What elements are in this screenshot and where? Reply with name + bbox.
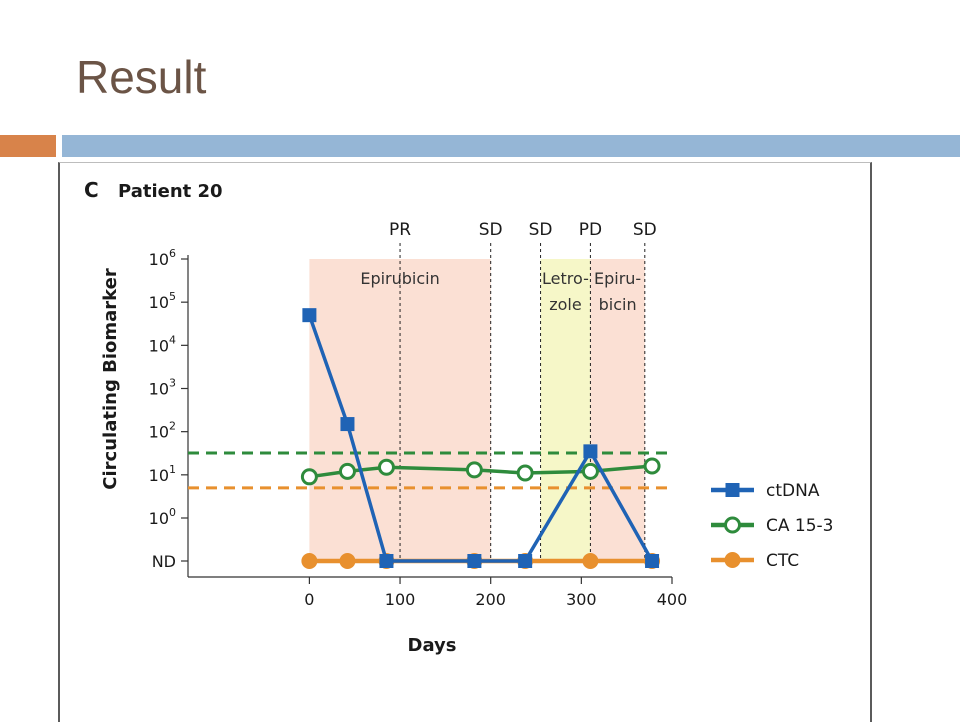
treatment-periods: Epirubicin Letro-zole Epiru-bicin <box>309 259 645 561</box>
y-tick-label: 105 <box>149 290 176 312</box>
y-tick-label: 103 <box>149 377 176 399</box>
ctdna-point <box>379 554 394 568</box>
x-tick-label: 200 <box>475 590 506 609</box>
ctdna-point <box>340 417 355 432</box>
accent-bar-blue <box>62 135 960 157</box>
figure-panel: Epirubicin Letro-zole Epiru-bicin PR SD SD PD… <box>58 162 872 722</box>
x-tick-label: 100 <box>385 590 416 609</box>
ca153-point <box>643 457 661 475</box>
response-label: SD <box>529 220 553 240</box>
response-label: SD <box>479 220 503 240</box>
legend-marker <box>724 516 741 534</box>
legend-label: ctDNA <box>766 481 820 501</box>
treatment-period-2 <box>590 259 645 561</box>
x-tick-label: 400 <box>657 590 688 609</box>
ca153-point <box>338 462 356 480</box>
slide-title: Result <box>76 51 207 103</box>
ctc-point <box>301 553 318 569</box>
treatment-label: Epirubicin <box>360 269 439 288</box>
ca153-point <box>377 458 395 476</box>
treatment-label: Letro- <box>542 269 589 288</box>
ca153-point <box>300 468 318 486</box>
ctc-point <box>582 553 599 569</box>
y-tick-label: 101 <box>149 463 176 485</box>
ctdna-point <box>302 308 317 323</box>
ctdna-point <box>518 554 533 568</box>
legend-label: CTC <box>766 551 799 571</box>
y-tick-label: 104 <box>149 333 176 355</box>
y-tick-label: ND <box>152 552 176 571</box>
ca153-point <box>581 462 599 480</box>
accent-bar-orange <box>0 135 56 157</box>
ctdna-point <box>583 444 598 459</box>
legend-marker <box>724 552 741 568</box>
panel-letter: C <box>84 178 99 202</box>
response-lines: PR SD SD PD SD <box>389 220 657 561</box>
chart-title: Patient 20 <box>118 181 223 202</box>
y-tick-label: 106 <box>149 247 176 269</box>
treatment-label: Epiru- <box>594 269 641 288</box>
response-label: PR <box>389 220 411 240</box>
ca153-point <box>465 461 483 479</box>
treatment-label: bicin <box>599 295 637 314</box>
ctdna-point <box>645 554 660 568</box>
ca153-point <box>516 464 534 482</box>
response-label: SD <box>633 220 657 240</box>
y-tick-label: 102 <box>149 420 176 442</box>
legend: ctDNA CA 15-3 CTC <box>711 481 834 571</box>
ctdna-point <box>467 554 482 568</box>
y-axis-title: Circulating Biomarker <box>100 268 121 490</box>
ctc-point <box>339 553 356 569</box>
treatment-label: zole <box>549 295 581 314</box>
y-tick-label: 100 <box>149 506 176 528</box>
axes: 0 100 200 300 400 ND 100 101 102 103 104 105 106 <box>149 247 688 609</box>
chart: Epirubicin Letro-zole Epiru-bicin PR SD SD PD… <box>84 178 834 656</box>
treatment-period-1 <box>540 259 591 561</box>
x-tick-label: 300 <box>566 590 597 609</box>
x-tick-label: 0 <box>304 590 314 609</box>
x-axis-title: Days <box>408 635 457 656</box>
series-layer <box>300 308 661 569</box>
response-label: PD <box>579 220 602 240</box>
legend-label: CA 15-3 <box>766 516 834 536</box>
legend-marker <box>725 483 740 497</box>
